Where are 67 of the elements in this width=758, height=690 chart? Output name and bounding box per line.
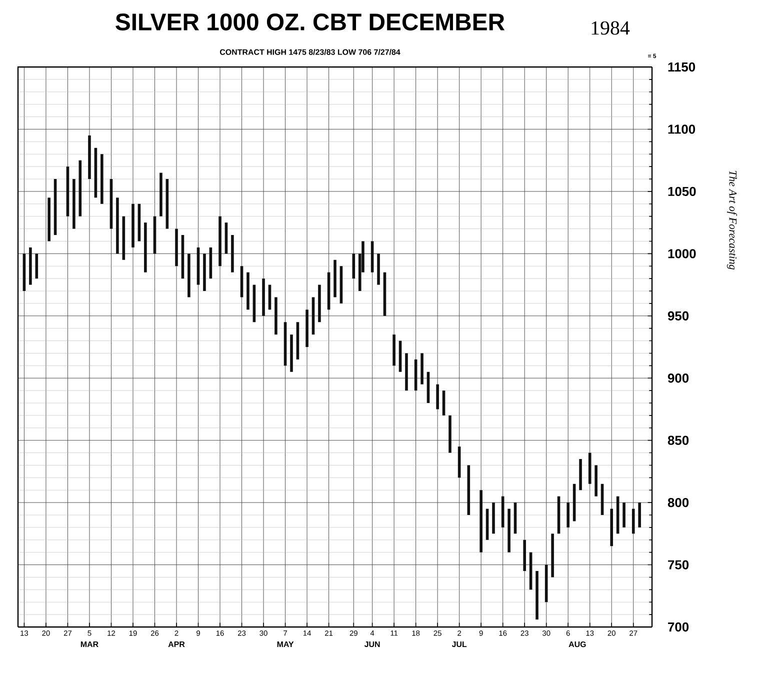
- y-tick-label: 850: [668, 436, 689, 445]
- bar: [436, 384, 439, 410]
- y-tick-label: 1050: [668, 186, 696, 196]
- bar: [203, 254, 206, 291]
- y-tick-label: 750: [668, 560, 689, 570]
- bar: [306, 310, 308, 347]
- bar: [334, 260, 336, 298]
- bar: [467, 465, 470, 515]
- bar: [110, 178, 113, 229]
- bar: [132, 204, 134, 248]
- bar: [622, 502, 626, 528]
- bar: [196, 247, 200, 285]
- chart-title: SILVER 1000 OZ. CBT DECEMBER: [116, 14, 505, 30]
- bar: [160, 172, 162, 216]
- text: The Art of Forecasting: [726, 170, 738, 270]
- bar: [188, 254, 190, 298]
- bar: [72, 178, 76, 229]
- bar: [166, 178, 169, 229]
- y-tick-label: 1150: [668, 62, 696, 72]
- bar: [523, 540, 526, 571]
- y-tick-label: 950: [668, 311, 689, 320]
- bar: [290, 334, 293, 372]
- bar: [594, 465, 598, 496]
- bar: [22, 254, 26, 291]
- bar: [231, 234, 234, 272]
- y-tick-label: 800: [668, 498, 689, 508]
- bar: [377, 254, 380, 285]
- bar: [370, 241, 374, 272]
- bar: [392, 334, 396, 366]
- bar: [29, 247, 32, 285]
- bar: [442, 390, 446, 416]
- y-tick-label: 900: [668, 374, 689, 383]
- bar: [274, 297, 278, 335]
- bar: [551, 534, 554, 578]
- bar: [492, 502, 495, 534]
- bar: [218, 216, 222, 266]
- bar: [588, 452, 592, 484]
- bar: [175, 228, 178, 266]
- bar: [296, 322, 300, 360]
- bar: [420, 353, 424, 384]
- bar: [312, 297, 315, 335]
- bar: [48, 198, 50, 242]
- bar: [116, 198, 119, 254]
- bar: [638, 502, 641, 528]
- bar: [579, 459, 582, 490]
- bar: [632, 508, 635, 534]
- bar: [480, 490, 482, 552]
- bar: [35, 254, 38, 279]
- bar: [144, 222, 147, 272]
- bar: [536, 571, 538, 620]
- bar: [66, 166, 70, 216]
- bar: [610, 508, 614, 546]
- y-tick-label: 1100: [668, 124, 696, 134]
- bar: [88, 135, 91, 179]
- text: 1984: [592, 21, 630, 35]
- bar: [262, 278, 265, 316]
- bar: [566, 502, 570, 528]
- bar: [508, 508, 510, 552]
- bar: [448, 415, 452, 453]
- bar: [405, 353, 408, 391]
- bar: [100, 154, 104, 204]
- y-tick-label: 700: [668, 622, 689, 632]
- bar: [352, 254, 356, 279]
- y-tick-label: 1000: [668, 249, 696, 258]
- bar: [340, 266, 343, 304]
- bar: [318, 284, 321, 322]
- bar: [246, 272, 250, 310]
